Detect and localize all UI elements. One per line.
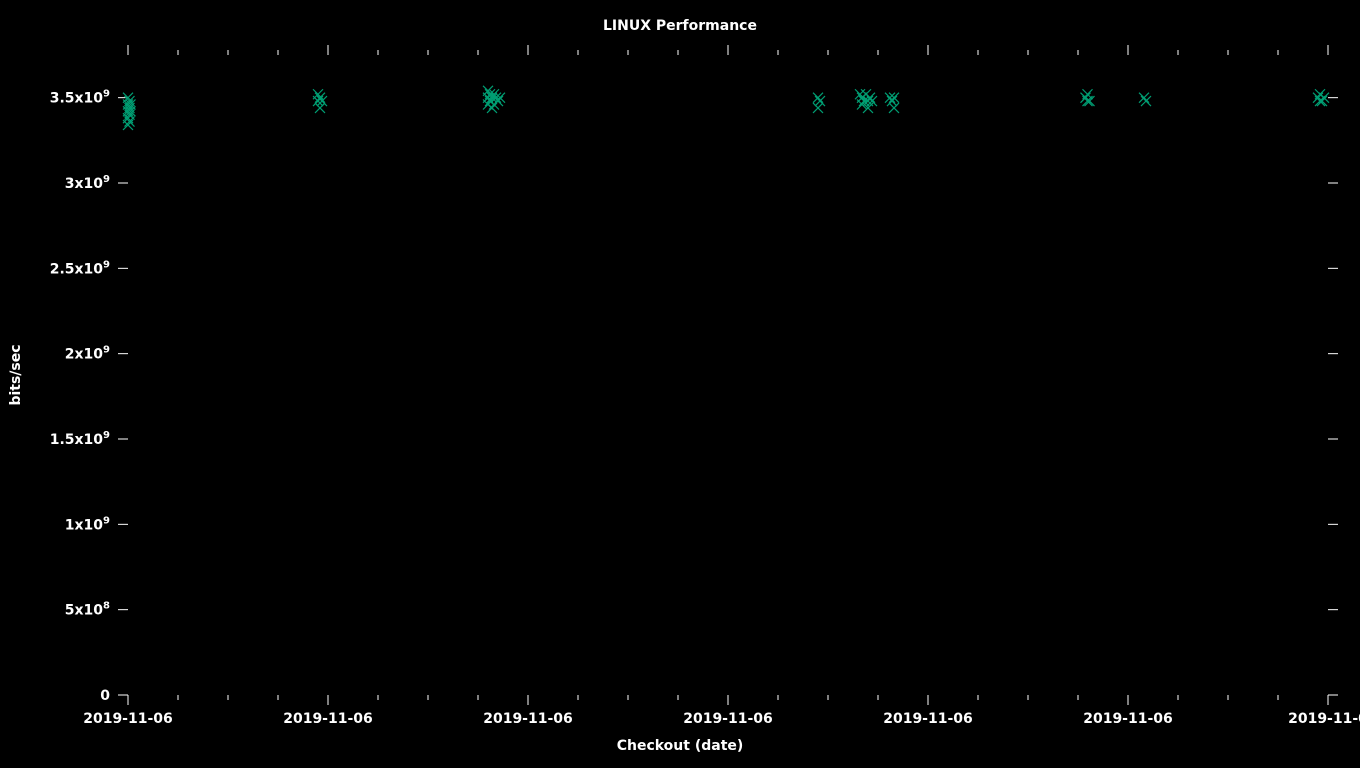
x-tick-label: 2019-11-06 (883, 711, 973, 727)
chart-title: LINUX Performance (603, 18, 757, 34)
x-tick-label: 2019-11-06 (83, 711, 173, 727)
x-tick-label: 2019-11-06 (1083, 711, 1173, 727)
y-tick-label: 3.5x109 (50, 89, 110, 107)
x-tick-label: 2019-11-0 (1288, 711, 1360, 727)
y-tick-label: 0 (100, 688, 110, 704)
x-tick-label: 2019-11-06 (283, 711, 373, 727)
x-tick-label: 2019-11-06 (683, 711, 773, 727)
y-tick-label: 2.5x109 (50, 259, 110, 277)
x-axis-label: Checkout (date) (617, 738, 744, 754)
y-tick-label: 1.5x109 (50, 430, 110, 448)
performance-chart: LINUX Performance 05x1081x1091.5x1092x10… (0, 0, 1360, 768)
y-axis-label: bits/sec (8, 344, 24, 405)
x-tick-label: 2019-11-06 (483, 711, 573, 727)
chart-background (0, 0, 1360, 768)
